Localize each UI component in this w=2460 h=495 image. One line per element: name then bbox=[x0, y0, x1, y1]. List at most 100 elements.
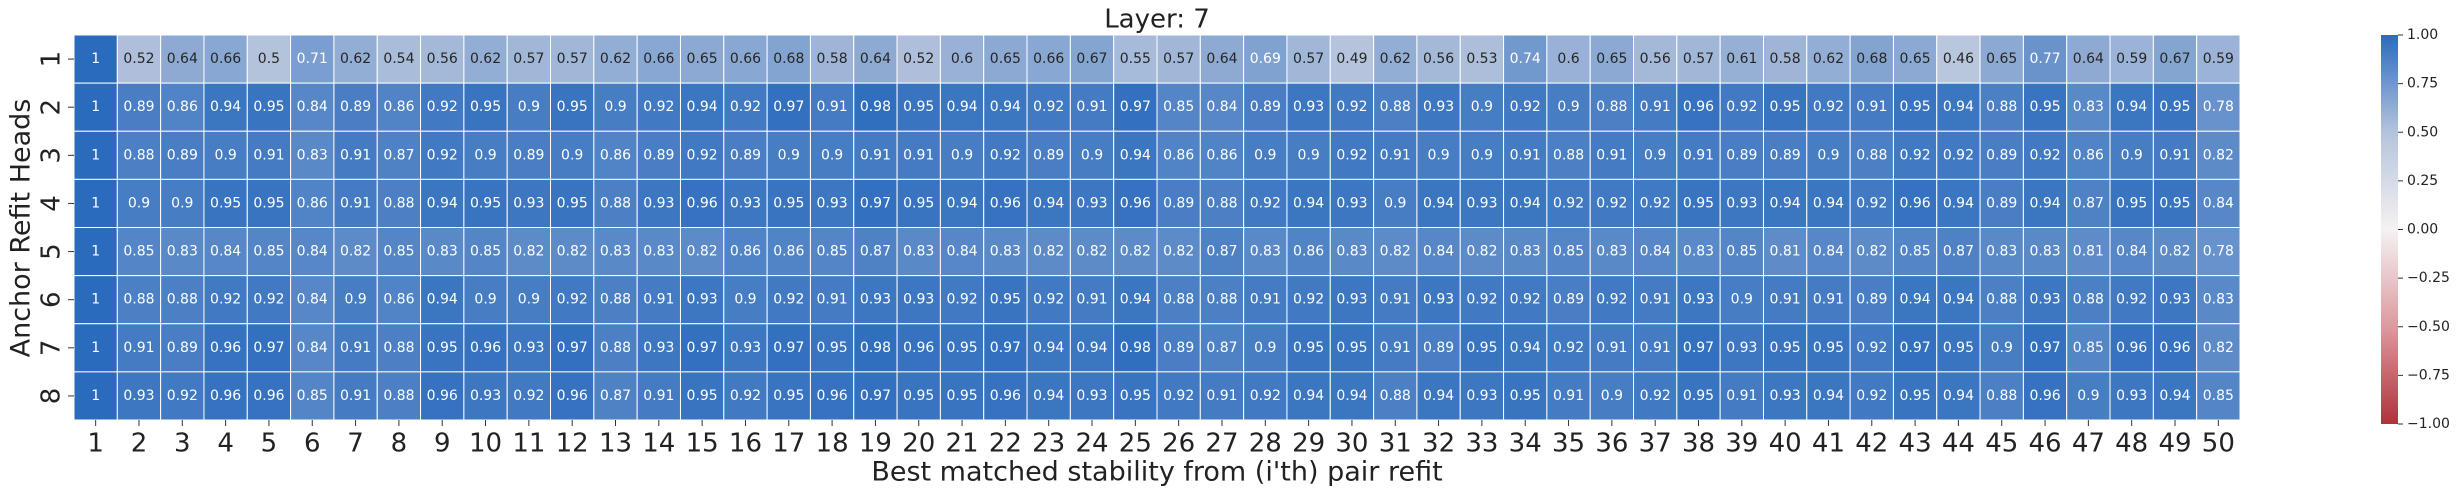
heatmap-cell bbox=[376, 227, 422, 277]
cell-label: 0.88 bbox=[167, 292, 198, 308]
heatmap-cell bbox=[1806, 275, 1851, 325]
y-axis-label: Anchor Refit Heads bbox=[6, 99, 37, 358]
heatmap-cell bbox=[1849, 34, 1894, 84]
y-tick-label: 3 bbox=[37, 147, 67, 164]
cell-label: 0.95 bbox=[557, 99, 588, 115]
cell-label: 0.52 bbox=[123, 51, 154, 67]
x-tick-label: 44 bbox=[1942, 429, 1975, 459]
heatmap-cell bbox=[116, 178, 162, 228]
cell-label: 0.91 bbox=[1076, 99, 1107, 115]
heatmap-cell bbox=[593, 371, 638, 421]
cell-label: 0.9 bbox=[1254, 147, 1276, 163]
x-tick-label: 24 bbox=[1075, 429, 1108, 459]
heatmap-cell bbox=[1979, 323, 2024, 373]
x-tick-label: 25 bbox=[1119, 429, 1152, 459]
x-tick-label: 40 bbox=[1769, 429, 1802, 459]
heatmap-cell bbox=[896, 323, 941, 373]
cell-label: 0.83 bbox=[903, 244, 934, 260]
cell-label: 0.96 bbox=[1900, 195, 1931, 211]
cell-label: 0.86 bbox=[1293, 244, 1324, 260]
heatmap-cell bbox=[1416, 371, 1461, 421]
cell-label: 0.92 bbox=[1250, 195, 1281, 211]
heatmap-cell bbox=[333, 275, 378, 325]
cell-label: 0.83 bbox=[1596, 244, 1627, 260]
cell-label: 0.91 bbox=[1640, 340, 1671, 356]
x-tick-label: 29 bbox=[1292, 429, 1325, 459]
heatmap-cell bbox=[1719, 178, 1764, 228]
cell-label: 0.93 bbox=[123, 388, 154, 404]
cell-label: 0.86 bbox=[1206, 147, 1237, 163]
cell-label: 0.88 bbox=[383, 195, 414, 211]
heatmap-cell bbox=[246, 82, 292, 132]
cell-label: 0.62 bbox=[340, 51, 371, 67]
cell-label: 0.95 bbox=[773, 195, 804, 211]
cell-label: 0.87 bbox=[860, 244, 891, 260]
cell-label: 0.88 bbox=[1380, 388, 1411, 404]
heatmap-cell bbox=[1286, 227, 1331, 277]
y-tick-label: 7 bbox=[37, 340, 67, 357]
cell-label: 0.92 bbox=[1726, 99, 1757, 115]
heatmap-cell bbox=[723, 34, 768, 84]
cell-label: 0.89 bbox=[1986, 195, 2017, 211]
cell-label: 0.9 bbox=[518, 99, 540, 115]
heatmap-cell bbox=[809, 178, 855, 228]
cell-label: 0.91 bbox=[340, 388, 371, 404]
cell-label: 0.88 bbox=[1986, 388, 2017, 404]
cell-label: 0.93 bbox=[1423, 292, 1454, 308]
heatmap-cell bbox=[1503, 275, 1548, 325]
x-tick-label: 21 bbox=[946, 429, 979, 459]
x-tick-label: 27 bbox=[1205, 429, 1238, 459]
x-tick-label: 41 bbox=[1812, 429, 1845, 459]
heatmap-cell bbox=[2109, 34, 2154, 84]
heatmap-cell bbox=[593, 130, 638, 180]
cell-label: 0.83 bbox=[1250, 244, 1281, 260]
cell-label: 0.92 bbox=[1640, 195, 1671, 211]
cell-label: 0.59 bbox=[2116, 51, 2147, 67]
cell-label: 0.97 bbox=[1900, 340, 1931, 356]
heatmap-cell bbox=[463, 275, 508, 325]
cell-label: 0.58 bbox=[1770, 51, 1801, 67]
heatmap-cell bbox=[1806, 82, 1851, 132]
cell-label: 0.82 bbox=[1856, 244, 1887, 260]
cell-label: 0.88 bbox=[600, 340, 631, 356]
cell-label: 0.65 bbox=[1986, 51, 2017, 67]
cell-label: 0.95 bbox=[1900, 99, 1931, 115]
cell-label: 0.85 bbox=[253, 244, 284, 260]
x-tick-label: 38 bbox=[1682, 429, 1715, 459]
heatmap-cell bbox=[1113, 275, 1158, 325]
cell-label: 0.83 bbox=[990, 244, 1021, 260]
cell-label: 0.92 bbox=[427, 147, 458, 163]
cell-label: 0.93 bbox=[903, 292, 934, 308]
cell-label: 0.86 bbox=[1163, 147, 1194, 163]
heatmap-cell bbox=[983, 227, 1028, 277]
cell-label: 0.95 bbox=[557, 195, 588, 211]
cell-label: 0.92 bbox=[1640, 388, 1671, 404]
x-tick-label: 32 bbox=[1422, 429, 1455, 459]
cell-label: 0.94 bbox=[1120, 147, 1151, 163]
cell-label: 0.53 bbox=[1466, 51, 1497, 67]
heatmap-cell bbox=[333, 227, 378, 277]
cell-label: 0.94 bbox=[1120, 292, 1151, 308]
heatmap-cell bbox=[809, 34, 855, 84]
cell-label: 0.93 bbox=[687, 292, 718, 308]
cell-label: 0.95 bbox=[946, 388, 977, 404]
cell-label: 0.94 bbox=[1033, 388, 1064, 404]
heatmap-cell bbox=[290, 82, 335, 132]
cell-label: 1 bbox=[91, 388, 100, 404]
cell-label: 0.92 bbox=[1596, 292, 1627, 308]
cell-label: 0.88 bbox=[600, 292, 631, 308]
cell-label: 0.93 bbox=[817, 195, 848, 211]
cell-label: 0.96 bbox=[687, 195, 718, 211]
heatmap-cell bbox=[853, 371, 898, 421]
x-tick-label: 17 bbox=[772, 429, 805, 459]
heatmap-cell bbox=[1979, 130, 2024, 180]
cell-label: 0.91 bbox=[1380, 292, 1411, 308]
colorbar-tick-label: 0.75 bbox=[2407, 76, 2438, 92]
cell-label: 0.92 bbox=[1466, 292, 1497, 308]
heatmap-cell bbox=[203, 371, 248, 421]
heatmap-cell bbox=[593, 275, 638, 325]
heatmap-cell bbox=[636, 275, 681, 325]
colorbar-tick-label: 0.50 bbox=[2407, 124, 2438, 140]
heatmap-cell bbox=[2109, 130, 2154, 180]
heatmap-cell bbox=[246, 130, 292, 180]
